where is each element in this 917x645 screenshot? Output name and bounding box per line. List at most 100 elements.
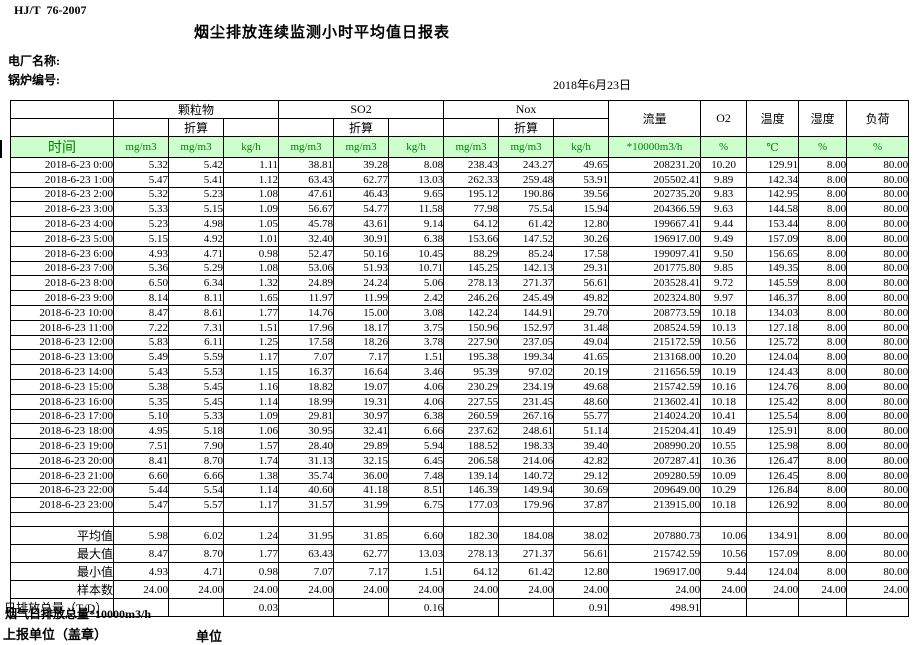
summary-value-cell: 80.00 <box>846 562 910 582</box>
value-cell: 10.18 <box>700 304 748 321</box>
header-empty-cell <box>222 118 280 137</box>
value-cell: 144.91 <box>498 304 555 321</box>
value-cell: 208231.20 <box>608 157 702 173</box>
value-cell: 80.00 <box>846 216 910 232</box>
value-cell: 80.00 <box>846 482 910 499</box>
value-cell: 127.18 <box>746 319 800 336</box>
value-cell: 37.87 <box>553 497 610 514</box>
value-cell: 5.33 <box>113 201 169 218</box>
summary-label: 平均值 <box>10 526 114 546</box>
daily-total-value-cell <box>168 598 224 618</box>
value-cell: 52.47 <box>278 245 335 262</box>
value-cell: 9.44 <box>700 216 748 232</box>
value-cell: 80.00 <box>846 438 910 454</box>
value-cell: 53.91 <box>553 171 610 188</box>
table-row: 2018-6-23 18:00 4.95 5.18 1.06 30.95 32.41 6.6… <box>10 423 910 440</box>
summary-value-cell: 31.85 <box>333 526 390 546</box>
value-cell: 20.19 <box>553 364 610 380</box>
value-cell: 1.74 <box>222 452 280 469</box>
value-cell: 8.00 <box>798 201 848 218</box>
value-cell: 209649.00 <box>608 482 702 499</box>
value-cell: 16.64 <box>333 364 390 380</box>
value-cell: 1.12 <box>222 171 280 188</box>
value-cell: 19.07 <box>333 378 390 395</box>
daily-total-value-cell <box>798 598 848 618</box>
value-cell: 5.32 <box>113 186 169 203</box>
value-cell: 39.28 <box>333 157 390 173</box>
value-cell: 80.00 <box>846 245 910 262</box>
value-cell: 45.78 <box>278 216 335 232</box>
value-cell: 5.23 <box>168 186 224 203</box>
value-cell: 5.49 <box>113 349 169 366</box>
value-cell: 56.67 <box>278 201 335 218</box>
summary-value-cell: 6.02 <box>168 526 224 546</box>
value-cell: 19.31 <box>333 393 390 410</box>
value-cell: 134.03 <box>746 304 800 321</box>
summary-value-cell: 24.00 <box>168 580 224 600</box>
value-cell: 9.63 <box>700 201 748 218</box>
value-cell: 61.42 <box>498 216 555 232</box>
table-row: 2018-6-23 9:00 8.14 8.11 1.65 11.97 11.99 2.42… <box>10 290 910 306</box>
value-cell: 3.78 <box>388 334 445 351</box>
table-row: 2018-6-23 17:00 5.10 5.33 1.09 29.81 30.97 6.3… <box>10 408 910 425</box>
value-cell: 8.00 <box>798 349 848 366</box>
value-cell: 5.45 <box>168 378 224 395</box>
value-cell: 8.00 <box>798 245 848 262</box>
value-cell: 125.98 <box>746 438 800 454</box>
group-header-nox: Nox <box>443 100 610 119</box>
value-cell: 1.09 <box>222 408 280 425</box>
value-cell: 0.98 <box>222 245 280 262</box>
value-cell: 1.57 <box>222 438 280 454</box>
summary-value-cell: 215742.59 <box>608 544 702 564</box>
group-header-particulate: 颗粒物 <box>112 100 280 119</box>
summary-value-cell: 24.00 <box>746 580 800 600</box>
value-cell: 7.51 <box>113 438 169 454</box>
value-cell: 203528.41 <box>608 275 702 292</box>
value-cell: 259.48 <box>498 171 555 188</box>
value-cell: 14.76 <box>278 304 335 321</box>
summary-value-cell: 9.44 <box>700 562 748 582</box>
summary-value-cell: 24.00 <box>333 580 390 600</box>
value-cell: 31.13 <box>278 452 335 469</box>
value-cell: 208990.20 <box>608 438 702 454</box>
value-cell: 248.61 <box>498 423 555 440</box>
value-cell: 36.00 <box>333 467 390 484</box>
boiler-number-label: 锅炉编号: <box>8 73 60 87</box>
value-cell: 5.43 <box>113 364 169 380</box>
value-cell: 1.32 <box>222 275 280 292</box>
value-cell: 4.93 <box>113 245 169 262</box>
unit-cell: ℃ <box>746 136 800 158</box>
value-cell: 9.89 <box>700 171 748 188</box>
summary-value-cell: 157.09 <box>746 544 800 564</box>
value-cell: 10.19 <box>700 364 748 380</box>
value-cell: 152.97 <box>498 319 555 336</box>
summary-label: 最大值 <box>10 544 114 564</box>
value-cell: 6.45 <box>388 452 445 469</box>
value-cell: 4.92 <box>168 230 224 247</box>
page-edge-artifact <box>0 140 2 158</box>
value-cell: 5.57 <box>168 497 224 514</box>
value-cell: 207287.41 <box>608 452 702 469</box>
value-cell: 145.59 <box>746 275 800 292</box>
summary-value-cell: 24.00 <box>113 580 169 600</box>
value-cell: 77.98 <box>443 201 500 218</box>
blank-cell <box>443 512 500 528</box>
value-cell: 63.43 <box>278 171 335 188</box>
value-cell: 202735.20 <box>608 186 702 203</box>
unit-cell: % <box>846 136 910 158</box>
header-temperature: 温度 <box>746 100 800 137</box>
value-cell: 209280.59 <box>608 467 702 484</box>
value-cell: 238.43 <box>443 157 500 173</box>
daily-total-value-cell <box>746 598 800 618</box>
value-cell: 243.27 <box>498 157 555 173</box>
value-cell: 146.37 <box>746 290 800 306</box>
value-cell: 17.96 <box>278 319 335 336</box>
value-cell: 214024.20 <box>608 408 702 425</box>
summary-value-cell: 80.00 <box>846 526 910 546</box>
daily-total-value-cell <box>700 598 748 618</box>
value-cell: 142.13 <box>498 260 555 277</box>
summary-value-cell: 1.24 <box>222 526 280 546</box>
summary-value-cell: 207880.73 <box>608 526 702 546</box>
value-cell: 28.40 <box>278 438 335 454</box>
value-cell: 211656.59 <box>608 364 702 380</box>
